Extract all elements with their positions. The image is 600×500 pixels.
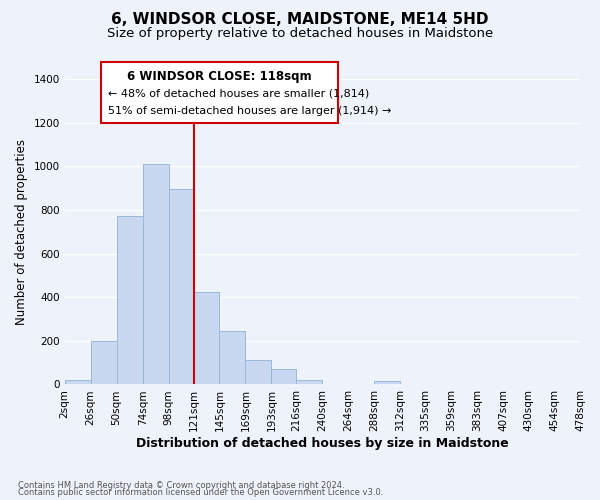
Text: Size of property relative to detached houses in Maidstone: Size of property relative to detached ho… [107,28,493,40]
Bar [169,189,193,384]
Text: ← 48% of detached houses are smaller (1,814): ← 48% of detached houses are smaller (1,… [109,88,370,98]
Bar [220,331,245,384]
Bar [193,292,220,384]
Text: Contains public sector information licensed under the Open Government Licence v3: Contains public sector information licen… [18,488,383,497]
Bar [143,164,169,384]
Text: 6, WINDSOR CLOSE, MAIDSTONE, ME14 5HD: 6, WINDSOR CLOSE, MAIDSTONE, ME14 5HD [111,12,489,28]
Y-axis label: Number of detached properties: Number of detached properties [15,138,28,324]
Text: Contains HM Land Registry data © Crown copyright and database right 2024.: Contains HM Land Registry data © Crown c… [18,480,344,490]
FancyBboxPatch shape [101,62,338,124]
Bar [116,216,143,384]
Text: 6 WINDSOR CLOSE: 118sqm: 6 WINDSOR CLOSE: 118sqm [127,70,311,83]
Bar [245,360,271,384]
Bar [91,341,116,384]
Bar [65,380,91,384]
Bar [374,381,400,384]
Bar [271,369,296,384]
Bar [296,380,322,384]
Text: 51% of semi-detached houses are larger (1,914) →: 51% of semi-detached houses are larger (… [109,106,392,117]
X-axis label: Distribution of detached houses by size in Maidstone: Distribution of detached houses by size … [136,437,509,450]
